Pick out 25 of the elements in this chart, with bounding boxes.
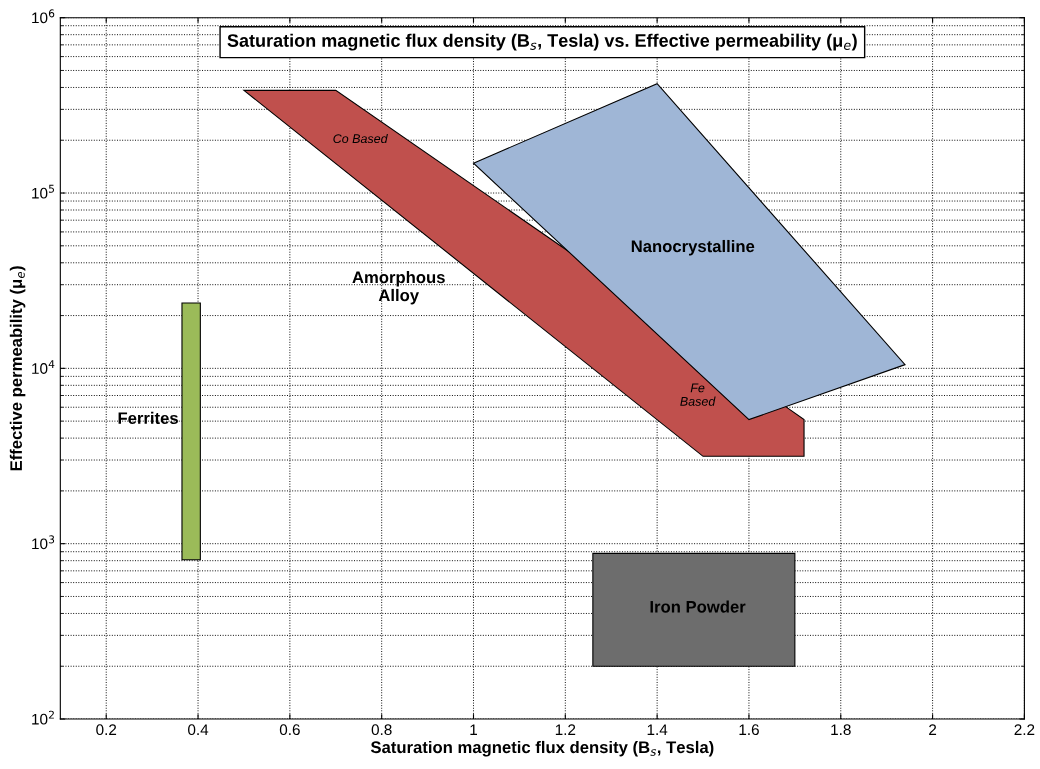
- y-tick-label: 10$^{2}$: [32, 710, 54, 725]
- y-tick-label: 10$^{5}$: [32, 184, 55, 199]
- series-label: Ferrites: [118, 411, 178, 425]
- series-label: Amorphous Alloy: [352, 270, 445, 305]
- x-tick-label: 0.6: [279, 724, 300, 736]
- x-tick-label: 1.4: [647, 724, 668, 735]
- x-tick-label: 1.8: [831, 724, 851, 736]
- x-tick-label: 1: [470, 724, 477, 735]
- x-tick-label: 2.2: [1014, 724, 1035, 735]
- x-tick-label: 1.6: [739, 724, 759, 736]
- x-tick-label: 0.2: [96, 724, 117, 736]
- y-tick-label: 10$^{3}$: [32, 535, 55, 550]
- annotation: Co Based: [333, 133, 388, 144]
- x-tick-label: 0.4: [188, 724, 209, 736]
- y-axis-title: Effective permeability (μ$_{e}$): [9, 266, 26, 471]
- x-tick-label: 0.8: [371, 724, 392, 736]
- x-axis-title: Saturation magnetic flux density (B$_{s}$, Tesla): [370, 740, 714, 757]
- series-label: Iron Powder: [650, 600, 746, 613]
- annotation: Fe Based: [680, 383, 716, 406]
- x-tick-label: 2: [929, 724, 937, 735]
- series-label: Nanocrystalline: [631, 239, 755, 256]
- y-tick-label: 10$^{6}$: [32, 9, 55, 24]
- text: Saturation magnetic flux density (B$_{s}$, Tesla) vs. Effective permeability (μ$_{e}$): [227, 33, 857, 51]
- x-tick-label: 1.2: [555, 724, 576, 735]
- y-tick-label: 10$^{4}$: [32, 360, 55, 374]
